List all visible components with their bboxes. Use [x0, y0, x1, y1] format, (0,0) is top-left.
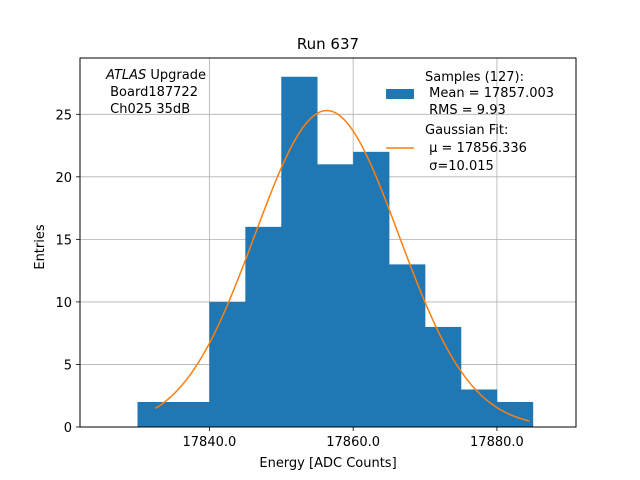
- legend-fit-line-3: σ=10.015: [425, 159, 494, 174]
- histogram-bar: [209, 301, 246, 427]
- y-axis-ticks: 0 5 10 15 20 25: [55, 108, 80, 436]
- gaussian-fit-curve: [155, 109, 530, 422]
- axes-frame: [79, 57, 577, 428]
- x-axis-label: Energy [ADC Counts]: [259, 456, 396, 471]
- annotation-atlas-word: ATLAS: [105, 68, 146, 83]
- chart-title: Run 637: [297, 35, 359, 53]
- legend-samples-line-2: Mean = 17857.003: [425, 86, 554, 101]
- legend: Samples (127): Mean = 17857.003 RMS = 9.…: [386, 70, 554, 174]
- x-tick-label: 17860.0: [326, 435, 380, 450]
- legend-samples-line-3: RMS = 9.93: [425, 103, 506, 118]
- annotation-line-2: Board187722: [106, 85, 198, 100]
- x-tick-label: 17880.0: [470, 435, 524, 450]
- annotation-line-3: Ch025 35dB: [106, 102, 190, 117]
- y-tick-label: 15: [55, 233, 72, 248]
- histogram-bar: [317, 164, 354, 428]
- histogram-bar: [245, 226, 282, 427]
- histogram-bar: [425, 326, 462, 427]
- histogram-bar: [460, 389, 498, 427]
- y-tick-label: 20: [55, 171, 72, 186]
- histogram-bar: [173, 401, 210, 427]
- histogram-bar: [137, 401, 174, 427]
- histogram-bar: [389, 264, 426, 427]
- legend-samples-swatch: [386, 89, 414, 99]
- histogram-bar: [281, 76, 318, 428]
- y-tick-label: 10: [55, 296, 72, 311]
- legend-samples-line-1: Samples (127):: [425, 70, 524, 85]
- legend-fit-line-2: μ = 17856.336: [425, 141, 527, 156]
- annotation-line-1: ATLAS Upgrade: [105, 68, 206, 83]
- annotation-upgrade-word: Upgrade: [146, 68, 206, 83]
- legend-fit-line-1: Gaussian Fit:: [425, 123, 508, 138]
- histogram-bar: [496, 401, 534, 427]
- histogram-bars: [137, 76, 534, 428]
- y-tick-label: 5: [64, 358, 72, 373]
- y-tick-label: 0: [64, 421, 72, 436]
- x-axis-ticks: 17840.0 17860.0 17880.0: [183, 427, 524, 450]
- y-tick-label: 25: [55, 108, 72, 123]
- histogram-bar: [353, 151, 390, 428]
- x-tick-label: 17840.0: [183, 435, 237, 450]
- atlas-annotation: ATLAS Upgrade Board187722 Ch025 35dB: [105, 68, 206, 117]
- y-axis-label: Entries: [33, 224, 48, 270]
